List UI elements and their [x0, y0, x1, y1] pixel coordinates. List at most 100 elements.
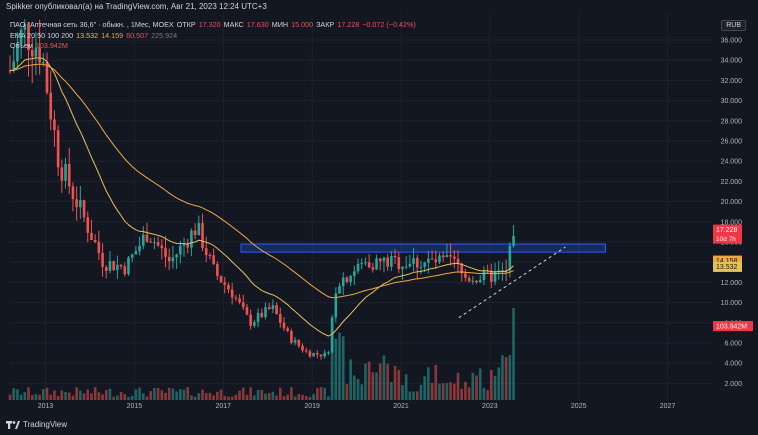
volume-tag-bg [713, 321, 753, 331]
candle [212, 255, 215, 265]
volume-bar [423, 376, 426, 400]
volume-bar [149, 390, 152, 400]
ema50-price-tag-bg [713, 255, 742, 266]
volume-bar [116, 395, 119, 400]
volume-bar [471, 372, 475, 400]
volume-bar [312, 393, 315, 400]
candle [327, 352, 330, 354]
candle [353, 271, 356, 276]
price-tick-label: 30.000 [721, 98, 743, 105]
publish-text: Spikker опубликовал(а) на TradingView.co… [6, 2, 267, 11]
candle [360, 263, 364, 265]
tradingview-brand[interactable]: TradingView [6, 420, 67, 429]
candle [415, 258, 419, 268]
volume-bar [512, 308, 515, 400]
volume-bar [8, 394, 12, 400]
candle [430, 258, 434, 260]
high-value: 17.630 [246, 20, 269, 29]
volume-bar [249, 387, 252, 400]
currency-button[interactable]: RUB [721, 20, 746, 31]
time-axis: 2013 2015 2017 2019 2021 2023 2025 2027 [38, 403, 676, 410]
change-value: −0.072 (−0.42%) [362, 20, 416, 29]
candle [338, 286, 341, 294]
candle [134, 251, 138, 255]
ema20-value: 13.532 [76, 30, 99, 40]
candle [23, 23, 27, 30]
candle [16, 44, 19, 62]
candle [267, 307, 271, 310]
volume-bar [390, 382, 393, 400]
candle [490, 270, 493, 282]
candle [293, 340, 297, 343]
volume-bar [419, 384, 423, 400]
volume-bar [490, 369, 493, 400]
volume-bar [453, 383, 456, 400]
high-label: МАКС [223, 20, 244, 29]
candle [141, 234, 145, 246]
candle [79, 200, 82, 208]
candle [149, 241, 152, 243]
candle [301, 345, 304, 351]
candle [30, 50, 34, 57]
candle [53, 119, 56, 131]
candle [427, 258, 430, 263]
price-tick-label: 10.000 [721, 300, 743, 307]
volume-bar [356, 379, 360, 400]
symbol-title[interactable]: ПАО "Аптечная сеть 36,6" · обыкн. , 1Мес… [10, 20, 174, 29]
candles [8, 19, 515, 360]
volume-bar [145, 396, 149, 400]
volume-bar [441, 383, 445, 400]
low-value: 15.000 [291, 20, 314, 29]
time-tick-label: 2013 [38, 403, 54, 410]
volume-bar [301, 394, 304, 400]
candle [138, 245, 141, 252]
resistance-rect [240, 243, 606, 253]
volume-bar [371, 372, 375, 400]
volume-bar [445, 383, 449, 400]
volume-bar [138, 387, 141, 400]
volume-bar [112, 396, 115, 400]
volume-bar [482, 387, 486, 400]
candle [334, 293, 338, 318]
candle [27, 23, 30, 51]
volume-bar [241, 387, 245, 400]
candle [382, 257, 386, 262]
volume-bar [330, 330, 334, 400]
countdown-text: 10d 7h [716, 236, 736, 243]
price-tick-label: 2.000 [724, 381, 742, 388]
low-label: МИН [271, 20, 289, 29]
volume-bar [278, 387, 282, 400]
volume-bars [8, 308, 515, 400]
candle [223, 282, 227, 285]
candle [230, 289, 234, 298]
volume-bar [456, 372, 460, 400]
volume-bar [134, 389, 138, 400]
volume-bar [430, 382, 434, 400]
volume-bar [467, 387, 471, 400]
volume-bar [345, 384, 349, 400]
candle [375, 258, 378, 270]
volume-bar [341, 336, 345, 400]
volume-bar [30, 395, 34, 400]
candle [245, 307, 249, 315]
volume-bar [308, 396, 312, 400]
volume-bar [90, 393, 93, 400]
candle [160, 245, 164, 249]
volume-bar [434, 364, 438, 400]
candle [493, 271, 497, 282]
volume-bar [230, 396, 234, 400]
candle [97, 242, 101, 253]
candle [167, 256, 171, 262]
candle [171, 257, 175, 262]
volume-bar [12, 388, 15, 400]
price-tick-label: 32.000 [721, 78, 743, 85]
volume-label[interactable]: Объем [10, 41, 33, 50]
ema-label[interactable]: EMA 20 50 100 200 [10, 30, 74, 40]
candle [501, 269, 504, 271]
volume-bar [171, 388, 175, 400]
candle [412, 258, 415, 264]
volume-bar [367, 361, 371, 400]
volume-bar [334, 338, 338, 400]
volume-bar [182, 389, 186, 400]
